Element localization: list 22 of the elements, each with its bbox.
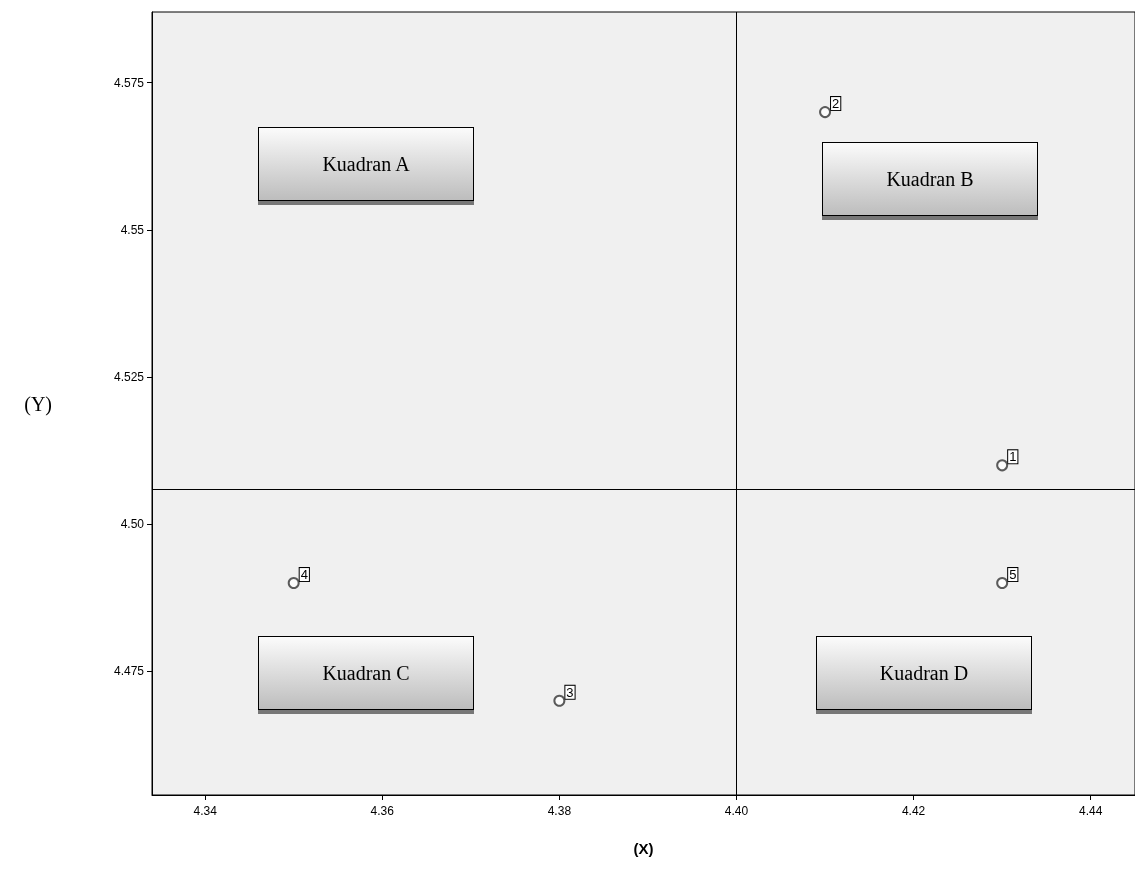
annotation: Kuadran D bbox=[879, 661, 969, 685]
x-tick-label: 4.42 bbox=[901, 804, 926, 818]
y-axis-title: (Y) bbox=[24, 392, 52, 416]
annotation: Kuadran A bbox=[322, 152, 410, 176]
annotation: Kuadran B bbox=[886, 167, 974, 191]
annotation: 1 bbox=[1009, 449, 1017, 465]
annotation: 5 bbox=[1009, 567, 1017, 583]
annotation: 4 bbox=[300, 567, 308, 583]
x-tick-label: 4.40 bbox=[724, 804, 749, 818]
y-tick-label: 4.575 bbox=[113, 75, 145, 90]
y-tick-label: 4.55 bbox=[120, 222, 145, 237]
annotation: 3 bbox=[566, 684, 574, 700]
y-tick-label: 4.475 bbox=[113, 664, 145, 679]
x-tick-label: 4.38 bbox=[547, 804, 572, 818]
x-tick-label: 4.44 bbox=[1079, 804, 1103, 818]
y-tick-label: 4.50 bbox=[120, 517, 145, 532]
annotation: Kuadran C bbox=[322, 661, 410, 685]
x-axis-title: (X) bbox=[633, 840, 654, 857]
y-tick-label: 4.525 bbox=[113, 370, 145, 385]
x-tick-label: 4.34 bbox=[193, 804, 218, 818]
x-tick-label: 4.36 bbox=[370, 804, 395, 818]
annotation: 2 bbox=[832, 96, 840, 112]
